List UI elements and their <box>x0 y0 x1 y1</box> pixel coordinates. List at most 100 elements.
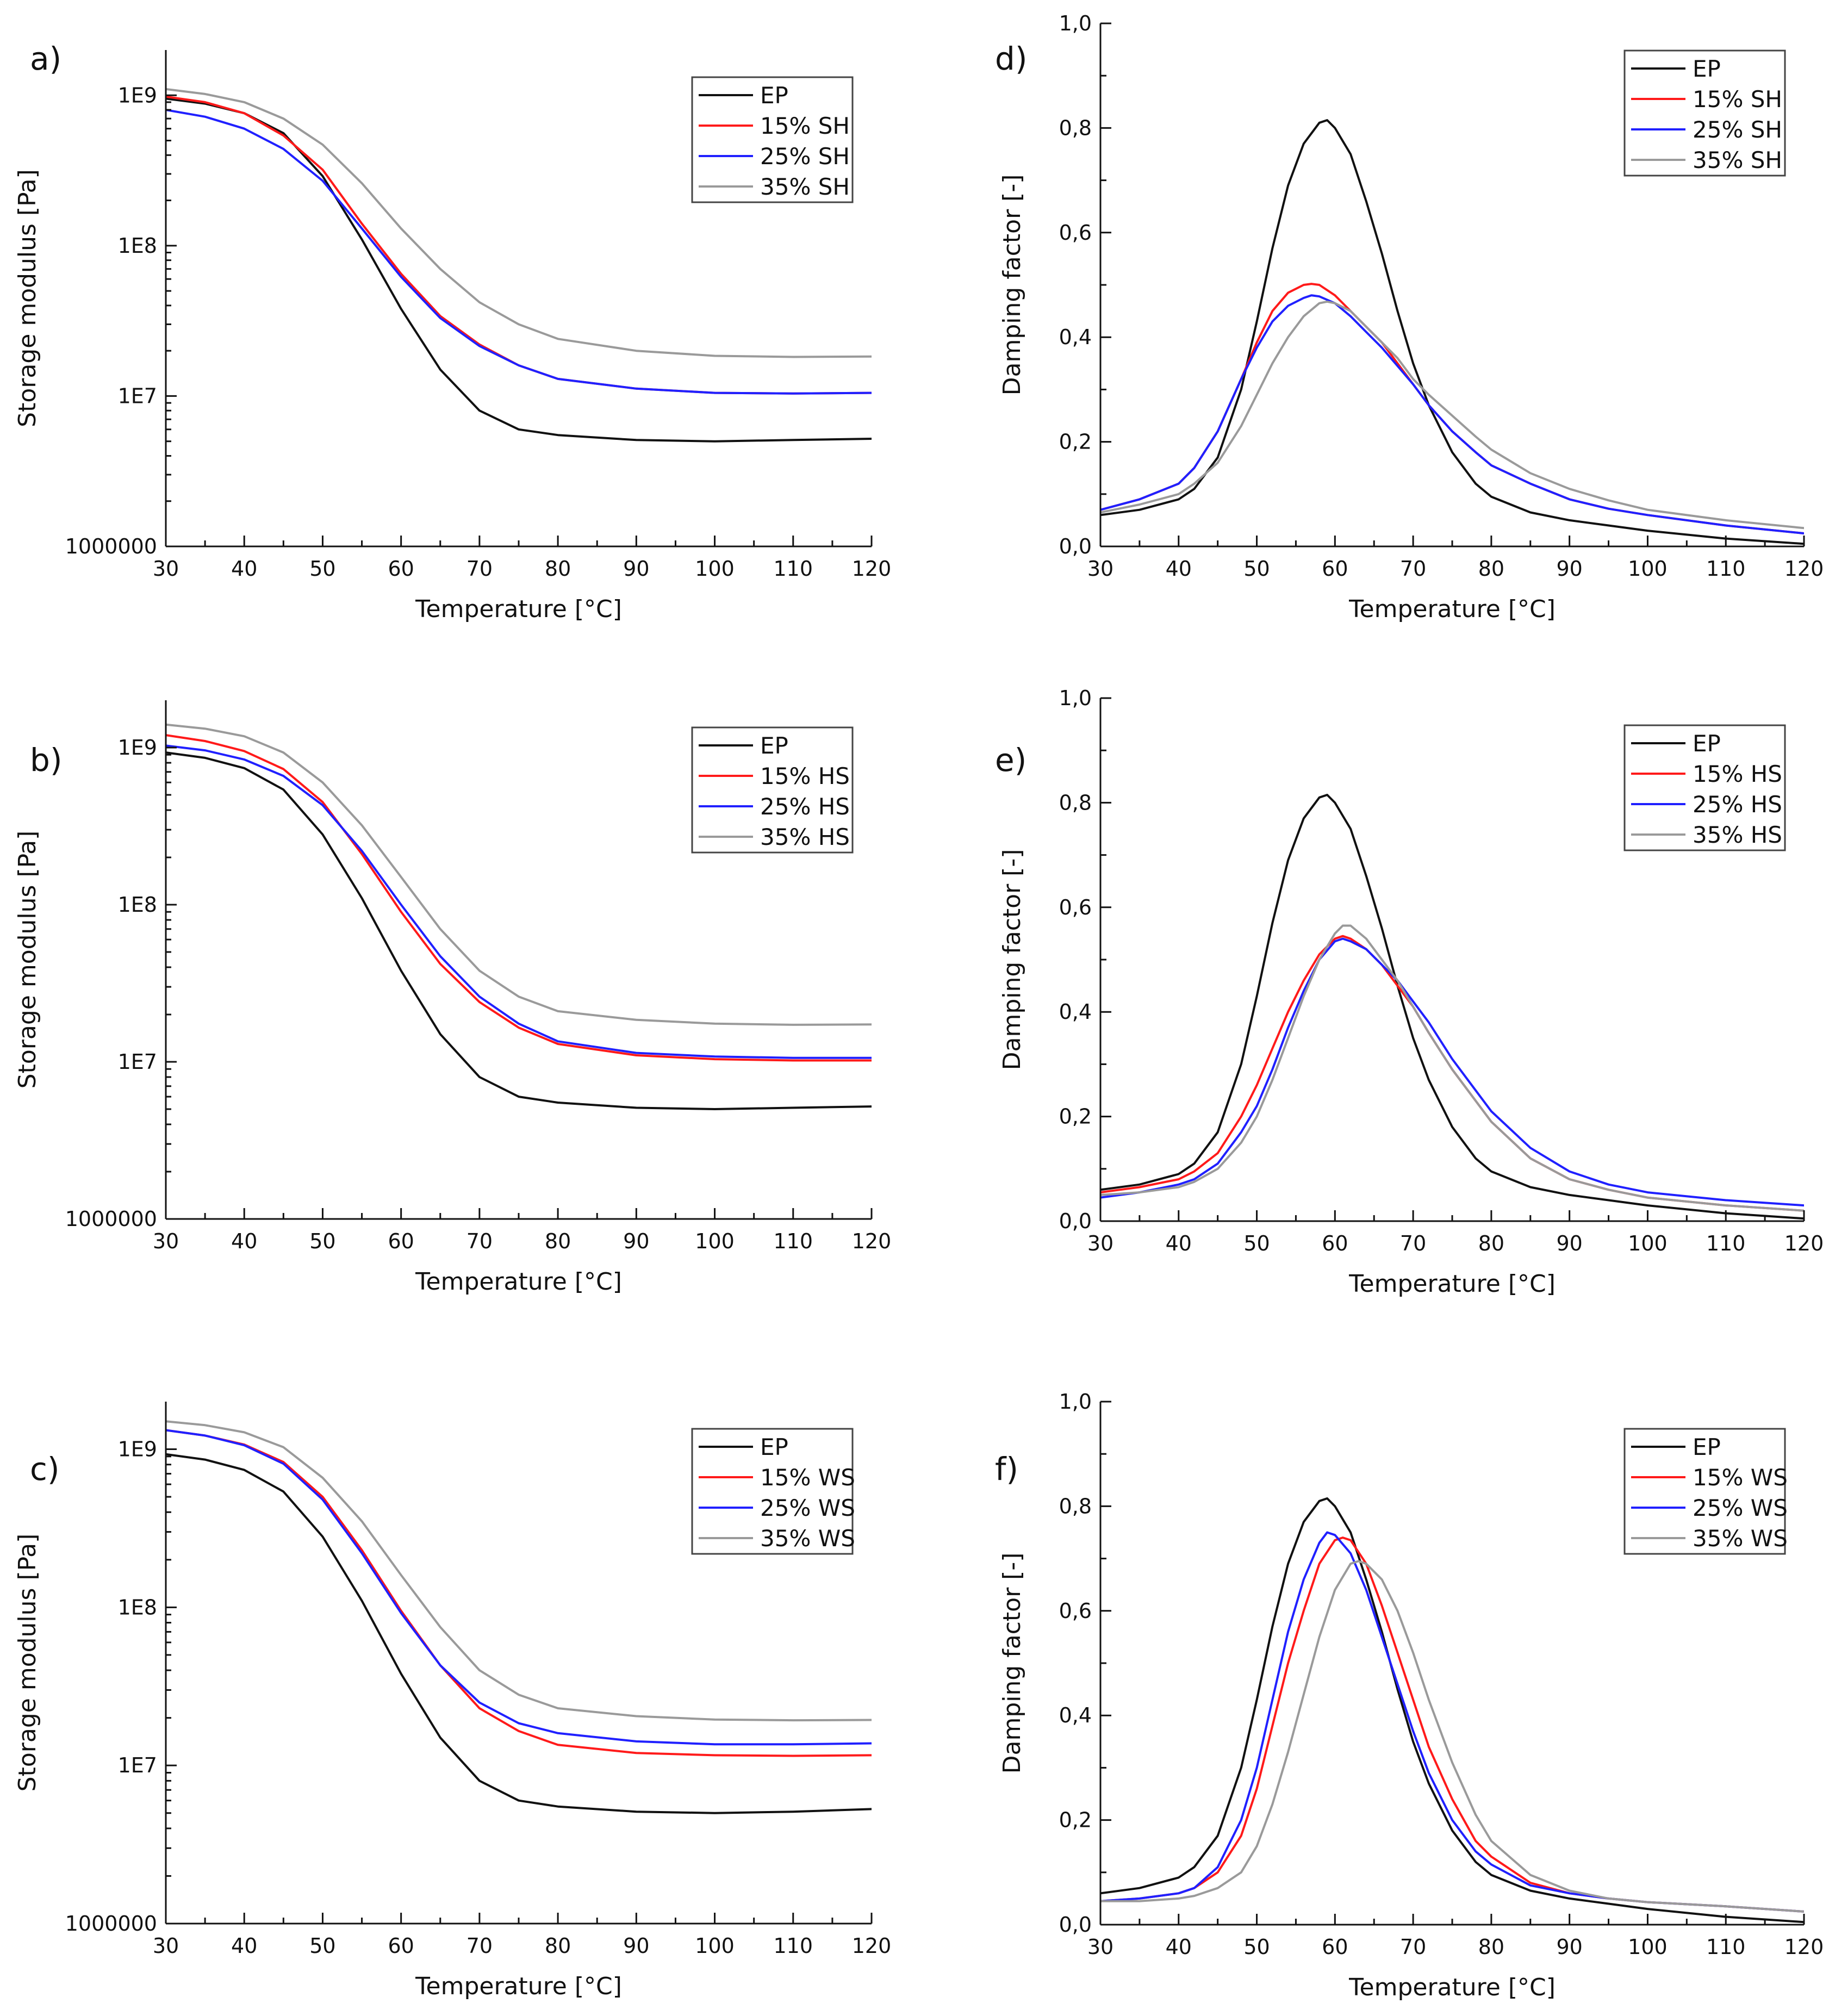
x-tick-label: 90 <box>1556 1935 1582 1959</box>
x-tick-label: 70 <box>1400 557 1426 581</box>
x-tick-label: 50 <box>1243 1935 1270 1959</box>
x-tick-label: 110 <box>774 1934 813 1958</box>
series-line-1 <box>166 751 872 1110</box>
y-tick-label: 1,0 <box>1059 11 1092 35</box>
panel-label: d) <box>995 40 1027 77</box>
legend-entry: 25% HS <box>760 793 850 820</box>
y-tick-label: 0,0 <box>1059 534 1092 558</box>
legend-box <box>1623 1428 1786 1555</box>
x-tick-label: 100 <box>695 557 735 581</box>
x-tick-label: 70 <box>466 1934 493 1958</box>
x-tick-label: 50 <box>309 1229 335 1253</box>
x-tick-label: 30 <box>1087 1935 1113 1959</box>
y-tick-label: 0,2 <box>1059 1808 1092 1832</box>
x-tick-label: 30 <box>153 1934 179 1958</box>
series-line-2 <box>166 734 872 1062</box>
y-tick-label: 1E8 <box>118 1595 157 1619</box>
y-axis-label: Damping factor [-] <box>998 849 1026 1071</box>
x-axis-label: Temperature [°C] <box>415 1973 622 2000</box>
x-tick-label: 100 <box>1628 557 1668 581</box>
x-tick-label: 70 <box>466 557 493 581</box>
legend-entry: 25% WS <box>760 1495 855 1521</box>
legend-entry: 35% WS <box>760 1525 855 1552</box>
x-tick-label: 90 <box>1556 557 1582 581</box>
x-tick-label: 120 <box>1784 1935 1824 1959</box>
x-axis-label: Temperature [°C] <box>415 1268 622 1296</box>
series-line-4 <box>166 88 872 358</box>
legend-entry: 35% WS <box>1693 1525 1788 1552</box>
y-tick-label: 0,4 <box>1059 1703 1092 1727</box>
series-line-4 <box>1100 300 1804 530</box>
x-tick-label: 90 <box>623 1229 649 1253</box>
y-tick-label: 0,2 <box>1059 1105 1092 1129</box>
y-tick-label: 0,4 <box>1059 1000 1092 1024</box>
series-line-4 <box>166 723 872 1026</box>
legend-entry: 15% WS <box>760 1464 855 1491</box>
series-line-3 <box>1100 294 1804 534</box>
legend-entry: EP <box>1693 730 1721 757</box>
x-tick-label: 30 <box>1087 1231 1113 1255</box>
x-tick-label: 40 <box>231 557 257 581</box>
x-tick-label: 30 <box>153 557 179 581</box>
legend-entry: 15% SH <box>1693 86 1782 113</box>
legend-entry: 35% HS <box>760 824 850 850</box>
legend-entry: EP <box>1693 1434 1721 1460</box>
x-tick-label: 60 <box>388 1934 414 1958</box>
legend-box <box>691 726 854 854</box>
series-line-2 <box>1100 1536 1804 1913</box>
series-line-1 <box>166 1453 872 1814</box>
x-tick-label: 60 <box>388 557 414 581</box>
panel-label: a) <box>30 40 61 77</box>
x-tick-label: 110 <box>1706 557 1746 581</box>
y-tick-label: 1,0 <box>1059 686 1092 710</box>
x-axis-label: Temperature [°C] <box>1348 1974 1556 2001</box>
y-tick-label: 0,6 <box>1059 1599 1092 1623</box>
legend: EP 15% WS 25% WS 35% WS <box>691 1428 855 1555</box>
panel-label: e) <box>995 742 1027 779</box>
x-tick-label: 120 <box>1784 557 1824 581</box>
legend-entry: 25% WS <box>1693 1495 1788 1521</box>
x-tick-label: 60 <box>1322 1231 1348 1255</box>
x-tick-label: 80 <box>1478 1935 1504 1959</box>
x-tick-label: 60 <box>388 1229 414 1253</box>
legend-box <box>691 76 854 203</box>
x-tick-label: 60 <box>1322 1935 1348 1959</box>
legend-box <box>1623 724 1786 851</box>
legend-entry: EP <box>760 82 788 109</box>
y-tick-label: 1E8 <box>118 234 157 258</box>
x-tick-label: 80 <box>545 1229 571 1253</box>
legend-entry: EP <box>760 1434 788 1460</box>
x-tick-label: 110 <box>774 557 813 581</box>
series-line-3 <box>1100 937 1804 1207</box>
chart-panel-a: 30 40 50 60 70 80 90 100 110 120 1000000 1E7 1E8 1E9 T… <box>14 40 891 623</box>
legend-entry: 35% SH <box>1693 147 1782 173</box>
series-line-3 <box>1100 1531 1804 1913</box>
legend-box <box>691 1428 854 1555</box>
chart-panel-c: 30 40 50 60 70 80 90 100 110 120 1000000 1E7 1E8 1E9 T… <box>14 1402 891 2000</box>
chart-panel-d: 30 40 50 60 70 80 90 100 110 120 0,0 0,2 0,4 0,6 0,8 1,… <box>995 11 1824 623</box>
x-tick-label: 100 <box>1628 1231 1668 1255</box>
x-tick-label: 110 <box>774 1229 813 1253</box>
x-tick-label: 40 <box>1166 1231 1192 1255</box>
x-tick-label: 100 <box>695 1934 735 1958</box>
legend-entry: 25% HS <box>1693 791 1782 818</box>
legend: EP 15% SH 25% SH 35% SH <box>691 76 854 203</box>
y-axis-label: Storage modulus [Pa] <box>14 169 41 427</box>
x-tick-label: 80 <box>1478 557 1504 581</box>
x-tick-label: 50 <box>309 557 335 581</box>
legend: EP 15% HS 25% HS 35% HS <box>1623 724 1786 851</box>
chart-panel-b: 30 40 50 60 70 80 90 100 110 120 1000000 1E7 1E8 1E9 T… <box>14 700 891 1296</box>
panel-label: c) <box>30 1451 60 1488</box>
series-line-1 <box>1100 794 1804 1220</box>
x-tick-label: 110 <box>1706 1231 1746 1255</box>
legend-entry: 35% SH <box>760 173 850 200</box>
y-tick-label: 1E9 <box>118 83 157 107</box>
legend-entry: 25% SH <box>1693 116 1782 143</box>
x-tick-label: 30 <box>153 1229 179 1253</box>
y-tick-label: 0,6 <box>1059 895 1092 919</box>
x-tick-label: 120 <box>852 1934 892 1958</box>
x-tick-label: 100 <box>1628 1935 1668 1959</box>
legend: EP 15% SH 25% SH 35% SH <box>1623 49 1786 177</box>
series-line-3 <box>166 1429 872 1746</box>
y-tick-label: 0,0 <box>1059 1209 1092 1233</box>
